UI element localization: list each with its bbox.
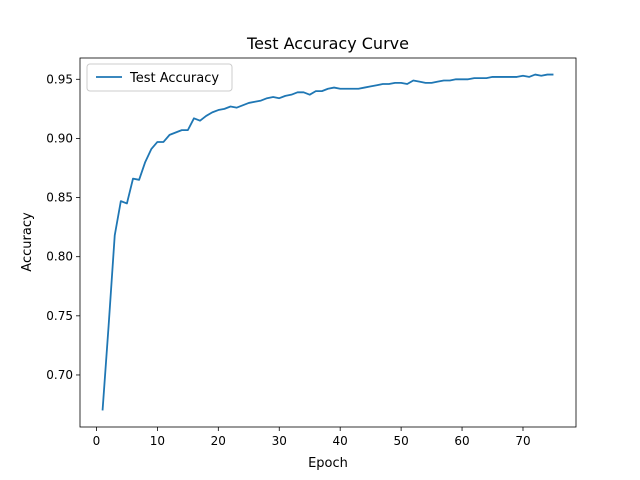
y-tick-label: 0.95 [46,72,73,86]
legend-label-test-accuracy: Test Accuracy [129,71,219,86]
y-axis-label: Accuracy [20,212,35,272]
x-tick-label: 50 [393,434,408,448]
y-tick-label: 0.75 [46,309,73,323]
axes-frame [79,57,577,428]
plot-series [101,73,554,411]
x-tick-label: 10 [150,434,165,448]
y-tick-label: 0.85 [46,191,73,205]
x-tick-label: 70 [515,434,530,448]
legend-box [86,63,233,92]
x-tick-label: 60 [454,434,469,448]
x-tick-label: 30 [272,434,287,448]
legend: Test Accuracy [86,63,233,92]
y-tick-label: 0.70 [46,368,73,382]
y-tick-label: 0.80 [46,250,73,264]
series-line-test-accuracy [101,73,554,411]
x-tick-label: 0 [93,434,101,448]
x-axis-label: Epoch [308,456,348,471]
axis-ticks: 0 10 20 30 40 50 60 70 0.70 0.75 0.80 0.85 0.90 0.95 [46,72,530,448]
x-tick-label: 20 [211,434,226,448]
x-tick-label: 40 [333,434,348,448]
chart-title: Test Accuracy Curve [246,34,409,53]
y-tick-label: 0.90 [46,131,73,145]
